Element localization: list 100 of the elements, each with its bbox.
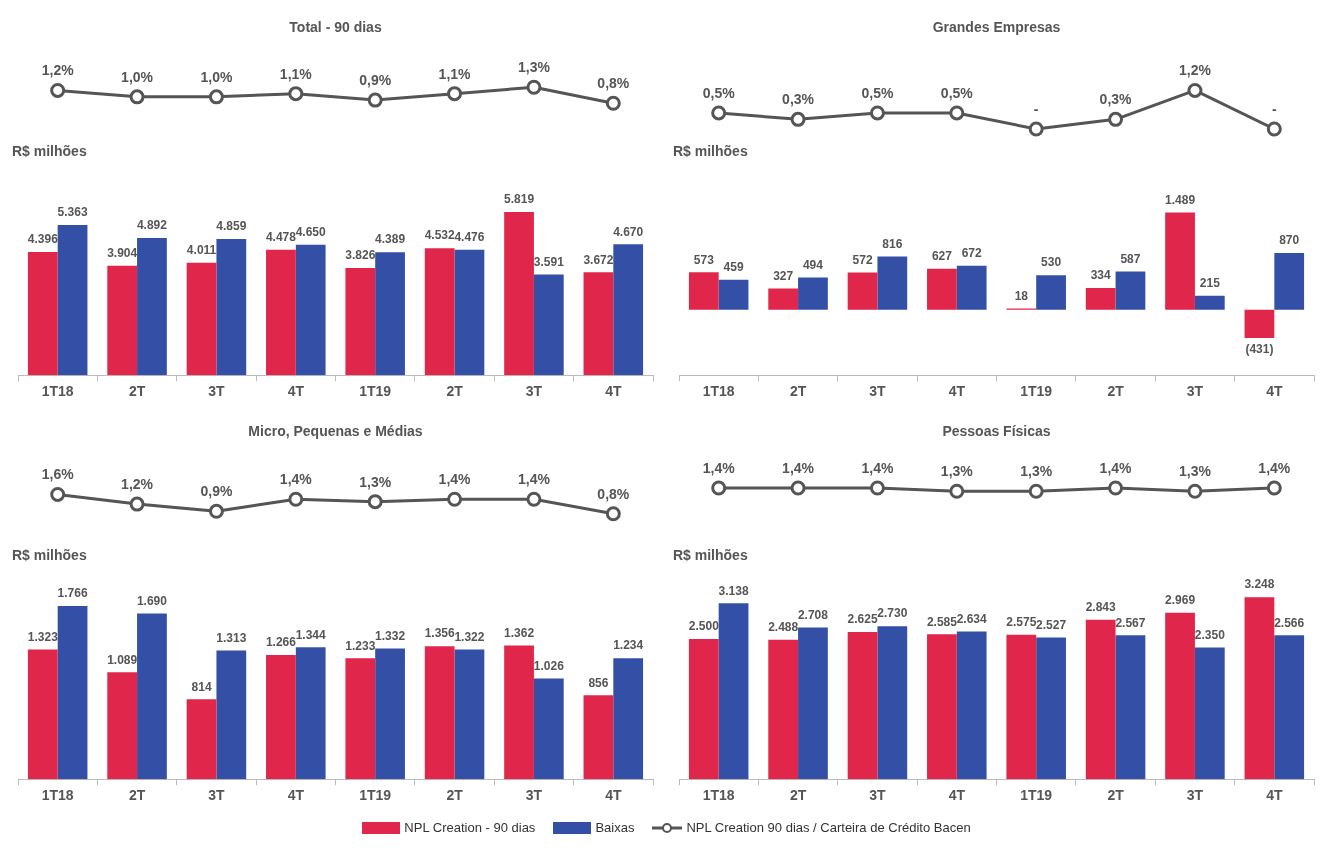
x-tick-label: 2T — [128, 383, 146, 400]
data-label: 1.026 — [533, 658, 565, 673]
data-label: 1.362 — [504, 625, 535, 640]
data-label: 1,4% — [517, 471, 551, 488]
x-tick-label: 3T — [208, 787, 226, 804]
bar — [1244, 309, 1275, 338]
point — [1187, 82, 1203, 98]
bar — [956, 631, 987, 780]
data-label: 4.478 — [265, 230, 297, 244]
bar — [718, 603, 749, 780]
bar — [1085, 287, 1116, 310]
x-tick-label: 4T — [948, 787, 966, 804]
data-label: 4.670 — [613, 224, 644, 239]
data-label: 1.766 — [57, 586, 88, 601]
bar — [877, 256, 908, 310]
point — [711, 105, 727, 121]
data-label: 814 — [191, 679, 212, 694]
data-label: 1,2% — [121, 475, 154, 492]
point — [129, 89, 145, 105]
data-label: 1.313 — [216, 630, 247, 645]
data-label: 1,3% — [359, 473, 392, 490]
data-label: 4.396 — [27, 232, 59, 247]
point — [367, 92, 383, 108]
x-tick-label: 4T — [605, 383, 622, 400]
legend-label: Baixas — [595, 820, 635, 835]
bar — [533, 274, 564, 376]
y-axis-title: R$ milhões — [12, 142, 87, 159]
data-label: 1,4% — [702, 459, 736, 476]
data-label: 0,5% — [861, 84, 894, 101]
data-label: 2.634 — [956, 611, 988, 626]
point — [1028, 121, 1044, 137]
point — [288, 86, 304, 102]
data-label: 2.969 — [1165, 593, 1196, 608]
data-label: 2.500 — [688, 619, 720, 634]
x-tick-label: 1T19 — [1020, 383, 1053, 400]
data-label: 3.248 — [1244, 577, 1275, 592]
bar — [137, 238, 167, 376]
x-tick-label: 3T — [208, 383, 226, 400]
bar — [613, 244, 644, 376]
data-label: 0,8% — [597, 485, 630, 502]
bar — [107, 265, 138, 376]
bar — [1165, 212, 1195, 310]
bar — [186, 262, 217, 376]
x-tick-label: 2T — [446, 383, 464, 400]
x-tick-label: 3T — [869, 787, 887, 804]
chart-title: Pessoas Físicas — [942, 423, 1051, 440]
data-label: 2.708 — [797, 607, 829, 622]
bar — [1115, 271, 1146, 310]
data-label: 1.690 — [136, 593, 168, 608]
point — [949, 105, 965, 121]
x-tick-label: 1T18 — [702, 383, 735, 400]
point — [288, 491, 304, 507]
x-tick-label: 2T — [446, 787, 464, 804]
data-label: 1,4% — [1258, 459, 1291, 476]
data-label: 1.234 — [613, 638, 644, 653]
data-label: 2.625 — [847, 612, 878, 627]
x-tick-label: 1T19 — [359, 383, 392, 400]
data-label: 0,9% — [359, 71, 392, 88]
x-tick-label: 4T — [605, 787, 622, 804]
x-tick-label: 1T19 — [1020, 787, 1053, 804]
chart-title: Grandes Empresas — [932, 19, 1061, 36]
data-label: 1,0% — [200, 68, 233, 85]
data-label: 2.566 — [1274, 615, 1305, 630]
bar — [798, 277, 828, 310]
data-label: 1.233 — [345, 638, 376, 653]
y-axis-title: R$ milhões — [673, 546, 748, 563]
bar — [1274, 635, 1305, 780]
data-label: 1,6% — [41, 466, 75, 483]
point — [526, 79, 542, 95]
bar — [927, 634, 957, 780]
data-label: 4.476 — [454, 230, 485, 245]
data-label: 1,1% — [279, 65, 313, 82]
data-label: 2.527 — [1036, 617, 1067, 632]
data-label: 1.344 — [295, 627, 327, 642]
data-label: 1,2% — [1178, 62, 1212, 79]
bar — [927, 268, 957, 310]
data-label: 1,3% — [1178, 463, 1212, 480]
data-label: - — [1271, 100, 1277, 117]
bar — [1194, 647, 1225, 780]
data-label: 4.892 — [136, 218, 168, 233]
bar — [768, 288, 799, 310]
data-label: - — [1033, 100, 1039, 117]
bar — [533, 678, 564, 780]
bar — [1194, 295, 1225, 310]
bar — [57, 224, 88, 376]
x-tick-label: 4T — [287, 383, 305, 400]
bar — [847, 272, 878, 310]
data-label: 1,1% — [438, 65, 472, 82]
data-label: 1,2% — [41, 62, 75, 79]
data-label: 215 — [1199, 276, 1221, 291]
data-label: 672 — [961, 246, 983, 261]
data-label: 1.089 — [107, 652, 138, 667]
point — [605, 95, 621, 111]
data-label: 0,5% — [702, 84, 736, 101]
legend-label: NPL Creation 90 dias / Carteira de Crédito Bacen — [686, 820, 971, 835]
point — [129, 496, 145, 512]
point — [447, 86, 463, 102]
bar — [1085, 619, 1116, 780]
data-label: 1,0% — [121, 68, 154, 85]
x-tick-label: 2T — [128, 787, 146, 804]
